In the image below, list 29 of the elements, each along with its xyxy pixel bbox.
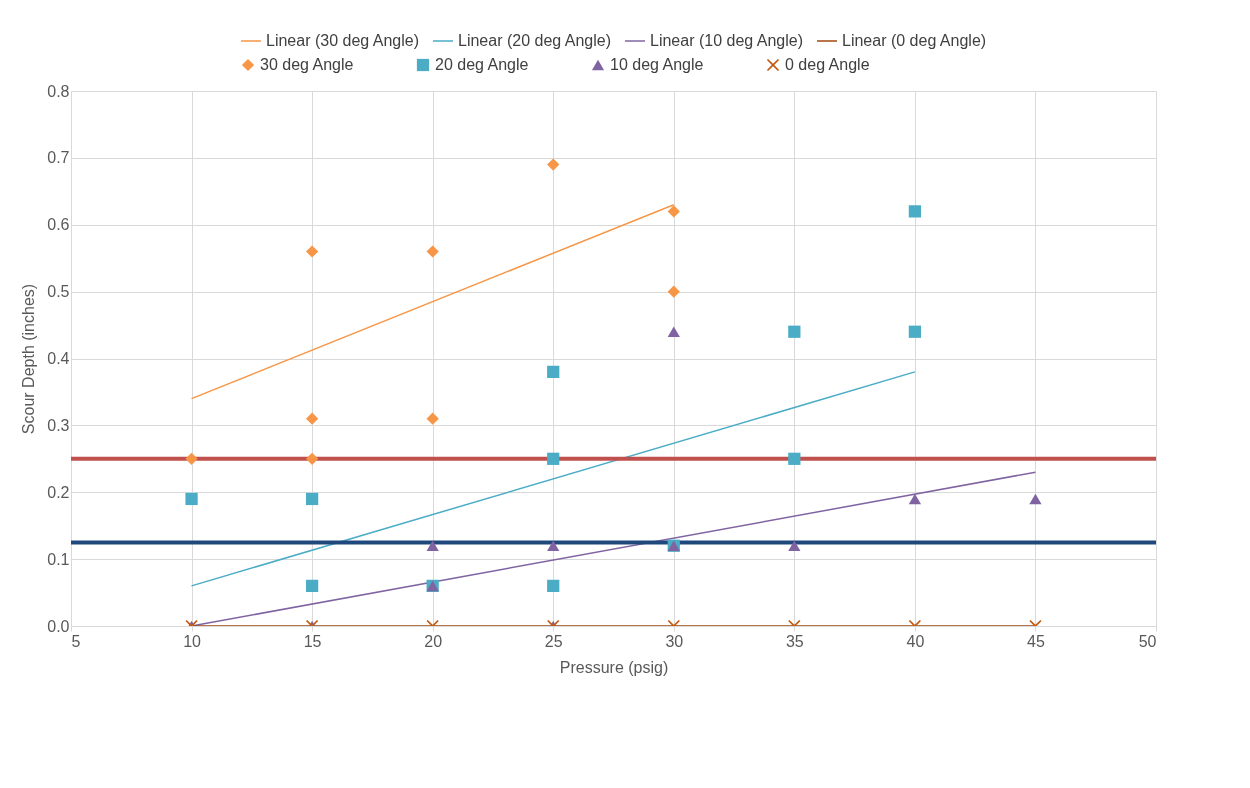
y-tick-label: 0.1 bbox=[47, 550, 70, 568]
x-tick-label: 10 bbox=[183, 632, 202, 650]
legend-label: 30 deg Angle bbox=[260, 56, 354, 73]
x-tick-label: 15 bbox=[303, 632, 322, 650]
legend-label: 0 deg Angle bbox=[785, 56, 870, 73]
legend-label: 10 deg Angle bbox=[610, 56, 704, 73]
y-tick-label: 0.8 bbox=[47, 82, 70, 100]
x-tick-label: 5 bbox=[71, 632, 81, 650]
y-tick-label: 0.6 bbox=[47, 216, 70, 234]
y-tick-label: 0.5 bbox=[47, 283, 70, 301]
y-tick-label: 0.4 bbox=[47, 350, 70, 367]
y-tick-label: 0.3 bbox=[47, 416, 70, 434]
x-tick-label: 30 bbox=[665, 632, 684, 650]
x-tick-label: 35 bbox=[785, 632, 804, 650]
legend-label: Linear (30 deg Angle) bbox=[266, 32, 419, 49]
x-tick-label: 25 bbox=[544, 632, 563, 650]
legend-label: 20 deg Angle bbox=[435, 56, 529, 73]
x-tick-label: 40 bbox=[906, 632, 925, 650]
x-tick-label: 20 bbox=[424, 632, 443, 650]
legend-label: Linear (20 deg Angle) bbox=[458, 32, 611, 49]
y-axis-title: Scour Depth (inches) bbox=[20, 283, 38, 435]
legend-label: Linear (0 deg Angle) bbox=[842, 32, 987, 49]
x-tick-label: 45 bbox=[1027, 632, 1045, 650]
x-axis-title: Pressure (psig) bbox=[559, 658, 669, 676]
y-tick-label: 0.7 bbox=[47, 149, 70, 167]
x-tick-label: 50 bbox=[1138, 632, 1157, 650]
legend-label: Linear (10 deg Angle) bbox=[650, 32, 803, 49]
y-tick-label: 0.0 bbox=[47, 617, 70, 635]
y-tick-label: 0.2 bbox=[47, 483, 70, 501]
